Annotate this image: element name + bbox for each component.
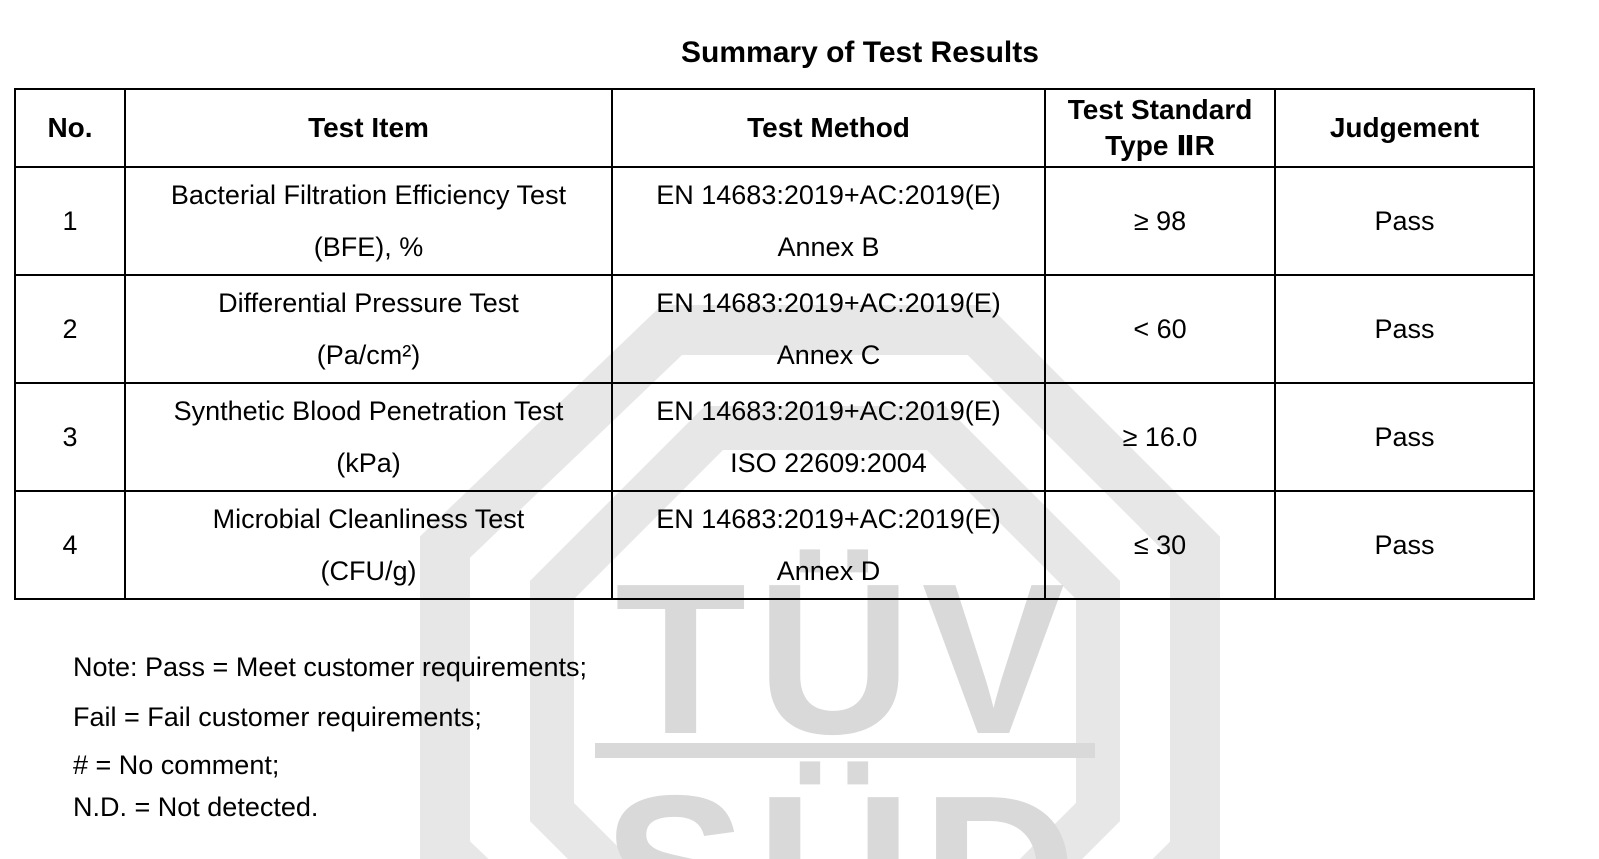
table-row: 1 Bacterial Filtration Efficiency Test (… <box>14 166 1535 276</box>
cell-test-item: Synthetic Blood Penetration Test (kPa) <box>124 382 613 492</box>
note-line: N.D. = Not detected. <box>73 792 319 822</box>
col-header-no: No. <box>14 88 126 168</box>
page-title: Summary of Test Results <box>681 36 1039 69</box>
cell-no: 3 <box>14 382 126 492</box>
col-header-test-item: Test Item <box>124 88 613 168</box>
cell-test-item: Bacterial Filtration Efficiency Test (BF… <box>124 166 613 276</box>
cell-test-item: Microbial Cleanliness Test (CFU/g) <box>124 490 613 600</box>
cell-test-method: EN 14683:2019+AC:2019(E) Annex C <box>611 274 1046 384</box>
cell-no: 1 <box>14 166 126 276</box>
cell-no: 2 <box>14 274 126 384</box>
cell-test-item: Differential Pressure Test (Pa/cm²) <box>124 274 613 384</box>
table-row: 4 Microbial Cleanliness Test (CFU/g) EN … <box>14 490 1535 600</box>
cell-test-method: EN 14683:2019+AC:2019(E) ISO 22609:2004 <box>611 382 1046 492</box>
cell-judgement: Pass <box>1274 166 1535 276</box>
cell-test-method: EN 14683:2019+AC:2019(E) Annex B <box>611 166 1046 276</box>
cell-test-standard: ≥ 16.0 <box>1044 382 1276 492</box>
col-header-test-standard: Test Standard Type ⅡR <box>1044 88 1276 168</box>
header-row: No. Test Item Test Method Test Standard … <box>14 88 1535 168</box>
watermark-divider-bar <box>595 743 1095 758</box>
cell-test-method: EN 14683:2019+AC:2019(E) Annex D <box>611 490 1046 600</box>
note-line: Note: Pass = Meet customer requirements; <box>73 652 587 682</box>
col-header-test-method: Test Method <box>611 88 1046 168</box>
watermark-sud-text: SÜD <box>603 750 1087 859</box>
cell-judgement: Pass <box>1274 490 1535 600</box>
cell-judgement: Pass <box>1274 382 1535 492</box>
cell-test-standard: < 60 <box>1044 274 1276 384</box>
cell-test-standard: ≥ 98 <box>1044 166 1276 276</box>
cell-judgement: Pass <box>1274 274 1535 384</box>
cell-no: 4 <box>14 490 126 600</box>
note-line: # = No comment; <box>73 750 280 780</box>
table-row: 2 Differential Pressure Test (Pa/cm²) EN… <box>14 274 1535 384</box>
cell-test-standard: ≤ 30 <box>1044 490 1276 600</box>
col-header-judgement: Judgement <box>1274 88 1535 168</box>
note-line: Fail = Fail customer requirements; <box>73 702 482 732</box>
table-row: 3 Synthetic Blood Penetration Test (kPa)… <box>14 382 1535 492</box>
results-table: No. Test Item Test Method Test Standard … <box>14 88 1535 600</box>
